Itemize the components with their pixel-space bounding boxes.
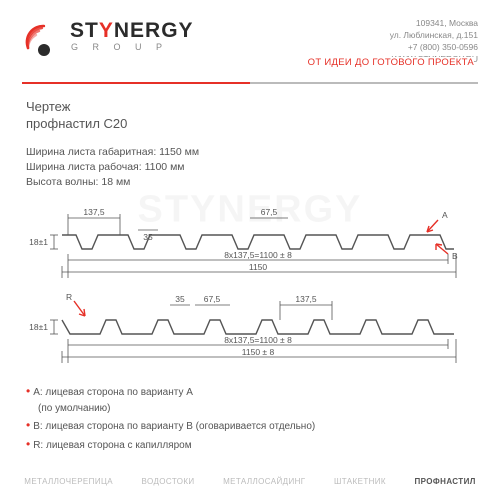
footer-item-3: ШТАКЕТНИК bbox=[334, 477, 386, 486]
footer-item-4: ПРОФНАСТИЛ bbox=[415, 477, 476, 486]
title-line2: профнастил С20 bbox=[26, 115, 474, 133]
svg-text:8x137,5=1100 ± 8: 8x137,5=1100 ± 8 bbox=[224, 335, 292, 345]
brand-text: STYNERGY G R O U P bbox=[70, 20, 194, 52]
contact-city: 109341, Москва bbox=[390, 18, 478, 30]
footer-item-1: ВОДОСТОКИ bbox=[142, 477, 195, 486]
brand-name: STYNERGY bbox=[70, 20, 194, 41]
spec-width-working: Ширина листа рабочая: 1100 мм bbox=[26, 160, 474, 175]
svg-text:67,5: 67,5 bbox=[261, 207, 278, 217]
svg-text:137,5: 137,5 bbox=[295, 294, 317, 304]
legend-b: •B: лицевая сторона по варианту B (огова… bbox=[26, 416, 474, 435]
profile-drawings: 18±1 137,5 67,5 35 bbox=[26, 202, 474, 372]
svg-text:18±1: 18±1 bbox=[29, 322, 48, 332]
svg-text:1150: 1150 bbox=[249, 262, 268, 272]
brand-sub: G R O U P bbox=[70, 42, 194, 52]
brand-post: NERGY bbox=[114, 19, 194, 42]
svg-text:67,5: 67,5 bbox=[204, 294, 221, 304]
profile-top: 18±1 137,5 67,5 35 bbox=[26, 202, 474, 287]
legend-a-sub: (по умолчанию) bbox=[26, 401, 474, 417]
legend-r: •R: лицевая сторона с капилляром bbox=[26, 435, 474, 454]
svg-text:8x137,5=1100 ± 8: 8x137,5=1100 ± 8 bbox=[224, 250, 292, 260]
svg-text:1150 ± 8: 1150 ± 8 bbox=[242, 347, 275, 357]
specs: Ширина листа габаритная: 1150 мм Ширина … bbox=[26, 145, 474, 191]
svg-text:137,5: 137,5 bbox=[83, 207, 105, 217]
svg-text:A: A bbox=[442, 210, 448, 220]
legend-a: •A: лицевая сторона по варианту A bbox=[26, 382, 474, 401]
svg-text:B: B bbox=[452, 251, 458, 261]
document-body: Чертеж профнастил С20 Ширина листа габар… bbox=[0, 84, 500, 454]
brand-pre: ST bbox=[70, 19, 99, 42]
legend: •A: лицевая сторона по варианту A (по ум… bbox=[26, 382, 474, 453]
footer-item-2: МЕТАЛЛОСАЙДИНГ bbox=[223, 477, 305, 486]
footer-item-0: МЕТАЛЛОЧЕРЕПИЦА bbox=[24, 477, 113, 486]
header-underline bbox=[22, 82, 478, 84]
brand-accent: Y bbox=[99, 19, 114, 42]
logo-icon bbox=[22, 18, 66, 62]
svg-text:R: R bbox=[66, 292, 72, 302]
svg-text:35: 35 bbox=[175, 294, 185, 304]
contact-phone: +7 (800) 350-0596 bbox=[390, 42, 478, 54]
doc-title: Чертеж профнастил С20 bbox=[26, 98, 474, 133]
logo-block: STYNERGY G R O U P bbox=[22, 18, 194, 62]
profile-bottom: 18±1 R 35 67,5 137,5 bbox=[26, 287, 474, 372]
tagline: ОТ ИДЕИ ДО ГОТОВОГО ПРОЕКТА bbox=[302, 57, 474, 68]
footer-nav: МЕТАЛЛОЧЕРЕПИЦА ВОДОСТОКИ МЕТАЛЛОСАЙДИНГ… bbox=[0, 477, 500, 486]
contact-address: ул. Люблинская, д.151 bbox=[390, 30, 478, 42]
spec-wave-height: Высота волны: 18 мм bbox=[26, 175, 474, 190]
title-line1: Чертеж bbox=[26, 98, 474, 116]
spec-width-overall: Ширина листа габаритная: 1150 мм bbox=[26, 145, 474, 160]
svg-text:18±1: 18±1 bbox=[29, 237, 48, 247]
